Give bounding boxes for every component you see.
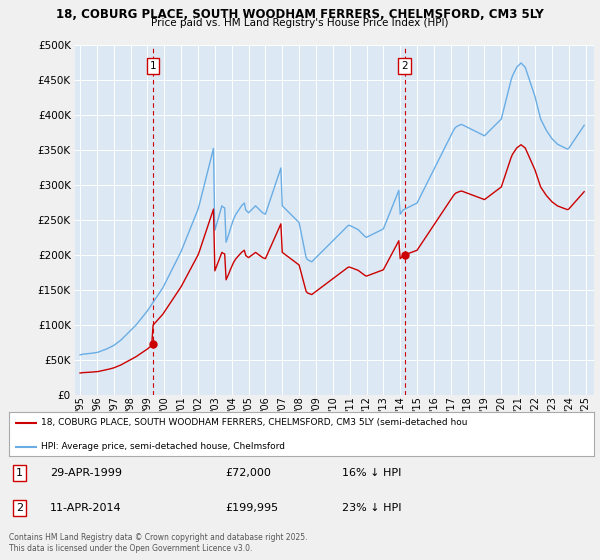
Text: 18, COBURG PLACE, SOUTH WOODHAM FERRERS, CHELMSFORD, CM3 5LY (semi-detached hou: 18, COBURG PLACE, SOUTH WOODHAM FERRERS,… (41, 418, 467, 427)
Text: 1: 1 (150, 61, 157, 71)
Text: 23% ↓ HPI: 23% ↓ HPI (343, 503, 402, 513)
Text: 1: 1 (16, 468, 23, 478)
Text: £199,995: £199,995 (226, 503, 278, 513)
Text: HPI: Average price, semi-detached house, Chelmsford: HPI: Average price, semi-detached house,… (41, 442, 285, 451)
Text: 18, COBURG PLACE, SOUTH WOODHAM FERRERS, CHELMSFORD, CM3 5LY: 18, COBURG PLACE, SOUTH WOODHAM FERRERS,… (56, 8, 544, 21)
Text: 11-APR-2014: 11-APR-2014 (50, 503, 122, 513)
Text: £72,000: £72,000 (226, 468, 271, 478)
Text: Contains HM Land Registry data © Crown copyright and database right 2025.
This d: Contains HM Land Registry data © Crown c… (9, 533, 308, 553)
Text: 29-APR-1999: 29-APR-1999 (50, 468, 122, 478)
Text: Price paid vs. HM Land Registry's House Price Index (HPI): Price paid vs. HM Land Registry's House … (151, 18, 449, 29)
Text: 2: 2 (401, 61, 408, 71)
Text: 16% ↓ HPI: 16% ↓ HPI (343, 468, 402, 478)
Text: 2: 2 (16, 503, 23, 513)
